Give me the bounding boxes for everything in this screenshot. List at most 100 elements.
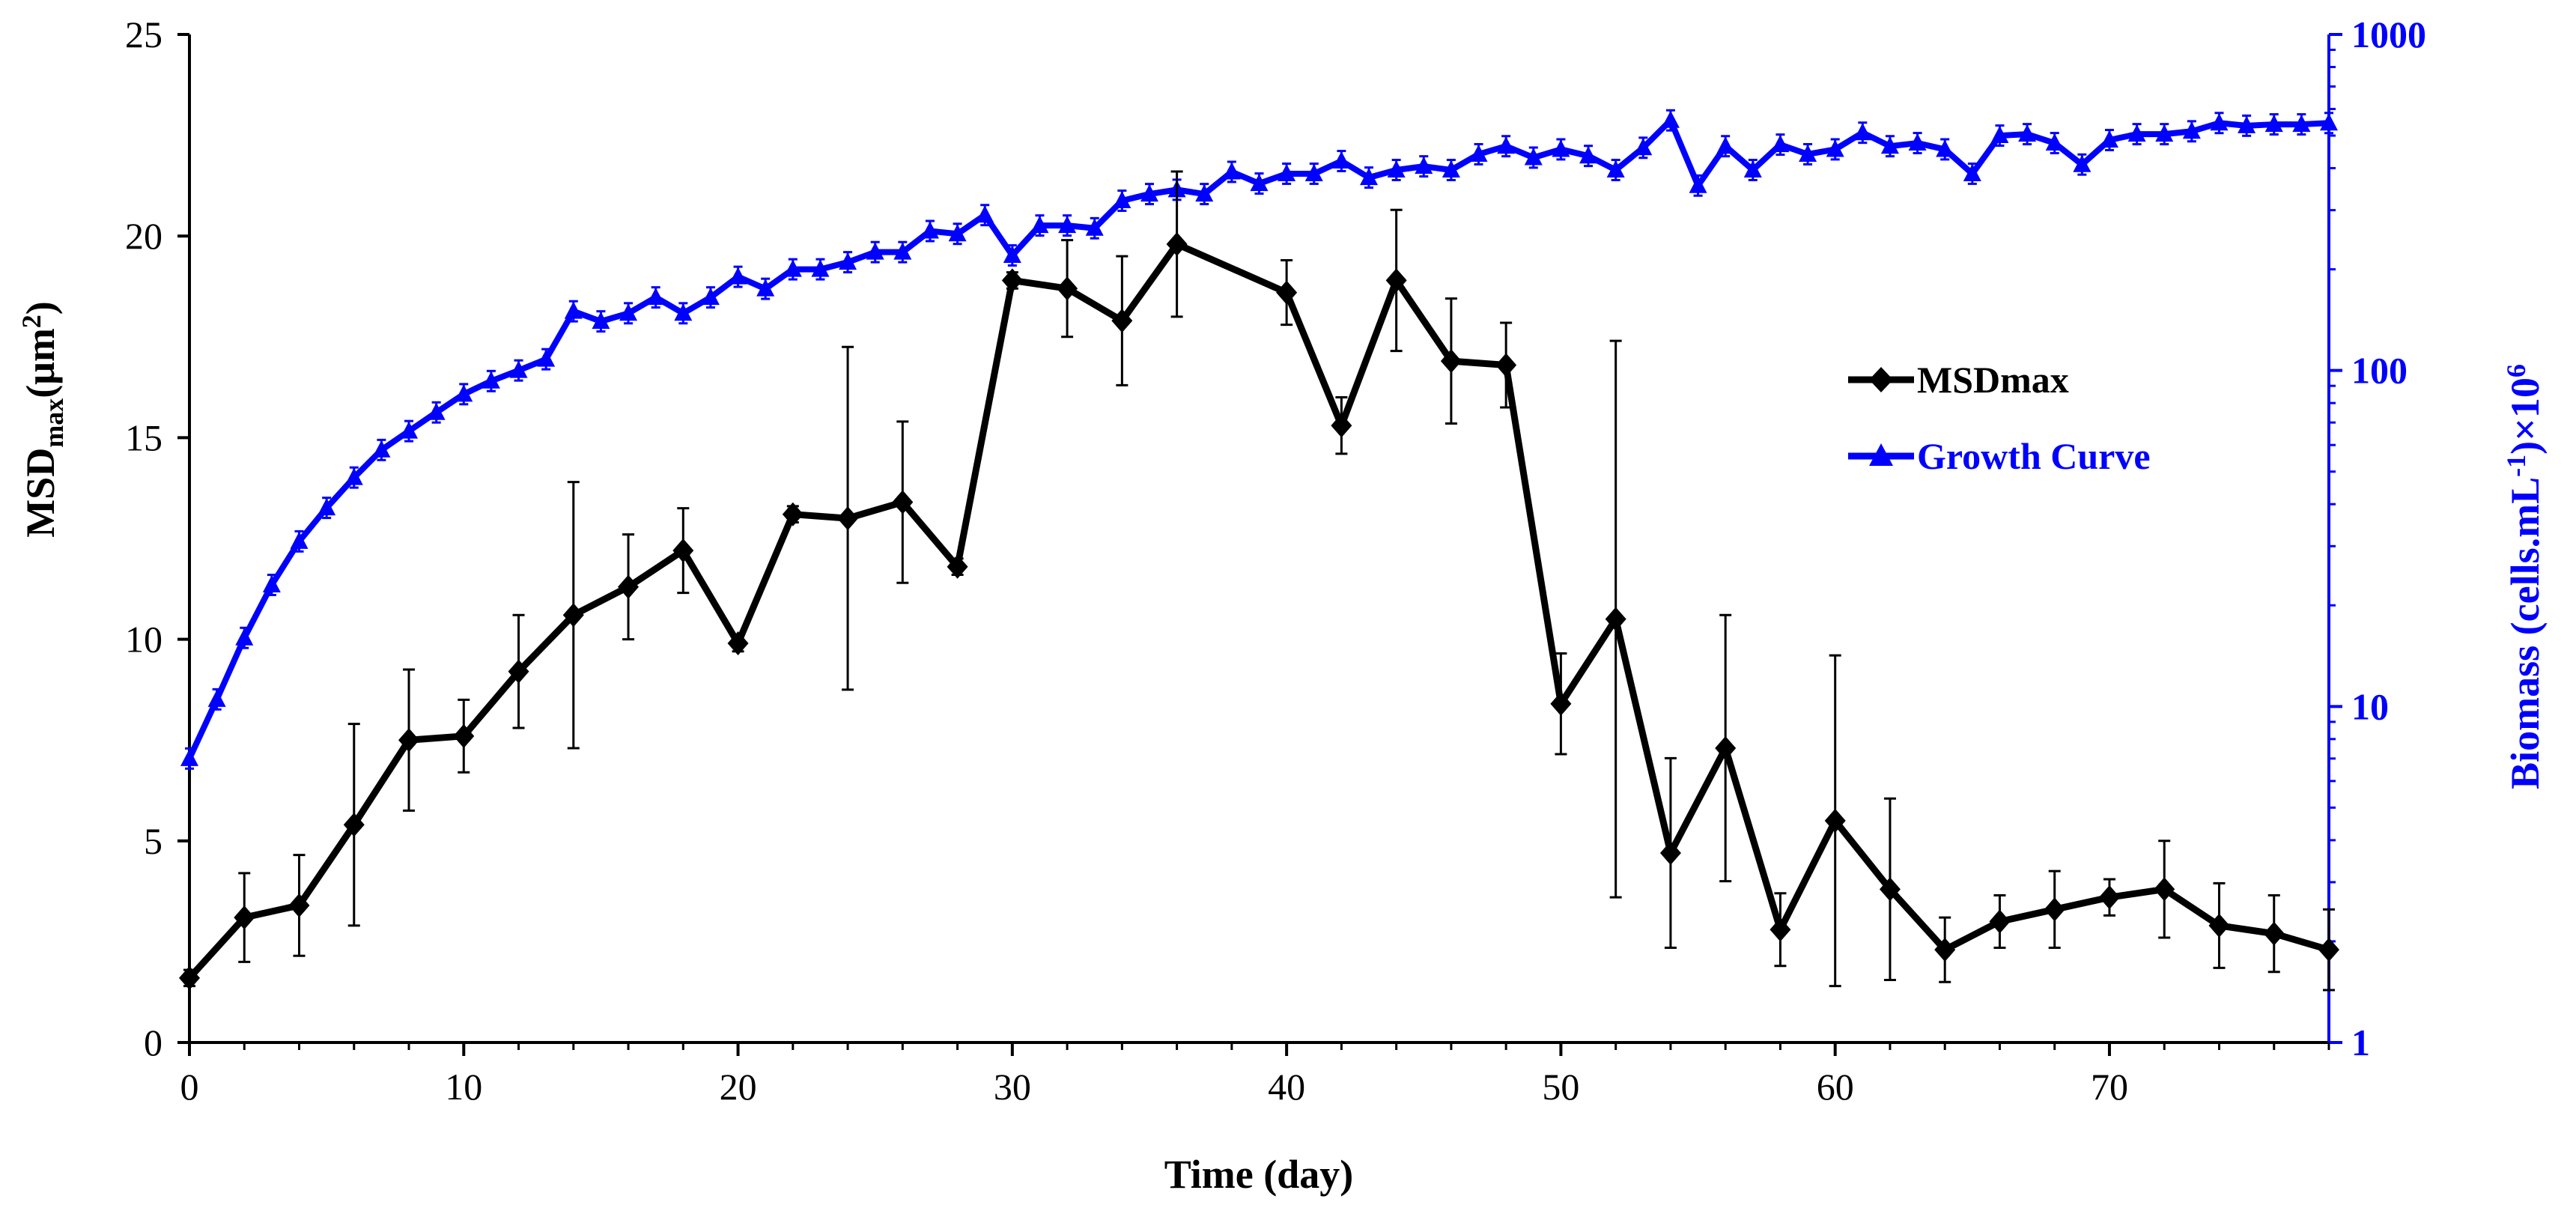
growth-point [482,371,500,389]
legend-growth-marker [1869,443,1893,466]
growth-point [976,205,994,223]
growth-point [811,259,830,277]
growth-point [509,360,528,378]
right-y-axis-title-mid: )×10 [2503,377,2548,455]
right-y-axis-title-sup2: 6 [2501,364,2531,377]
growth-point [427,402,446,420]
growth-point [2320,113,2338,131]
right-y-tick-label: 1000 [2351,13,2426,55]
series-group [179,109,2339,992]
left-y-tick-label: 20 [125,215,162,257]
growth-point [1963,163,1981,181]
growth-point [1826,139,1844,157]
msd-point [288,893,310,917]
growth-point [646,288,665,306]
growth-point [290,531,309,549]
growth-point [1030,216,1049,234]
left-y-axis-title-unit-sup: 2 [16,315,46,328]
growth-point [1387,160,1406,177]
growth-point [2238,115,2256,133]
growth-point [1278,163,1296,181]
growth-point [1304,163,1323,181]
msd-point [1550,691,1572,716]
msd-point [1001,268,1023,293]
growth-point [1908,133,1927,151]
msd-point [2263,921,2285,946]
x-tick-label: 20 [720,1066,757,1108]
msd-point [1111,309,1133,333]
growth-point [1990,126,2009,144]
msd-point [562,603,584,628]
growth-point [344,467,363,485]
growth-point [1003,246,1021,264]
growth-point [592,312,610,330]
axes-group [188,34,2330,1044]
msd-point [1495,353,1517,377]
x-tick-label: 0 [180,1066,199,1108]
msd-point [1659,840,1681,865]
growth-point [2018,124,2037,142]
growth-point [2292,115,2311,133]
growth-point [537,349,556,367]
right-y-axis-title-main: Biomass (cells.mL [2503,477,2548,789]
growth-point [2155,124,2174,142]
msd-point [1989,909,2011,934]
msd-line [186,240,2330,980]
left-y-axis-title-unit-close: ) [18,301,63,315]
msd-point [2154,877,2175,902]
left-y-axis-title-main: MSD [18,448,63,538]
growth-point [1853,123,1872,141]
x-tick-label: 30 [994,1066,1031,1108]
legend: MSDmax Growth Curve [1848,359,2151,477]
growth-point [2210,113,2229,131]
msd-point [1934,938,1956,962]
x-tick-label: 60 [1817,1066,1854,1108]
growth-point [1140,184,1158,202]
x-tick-label: 70 [2091,1066,2128,1108]
right-y-axis-title-sup1: -1 [2501,455,2531,477]
growth-point [1332,151,1351,169]
right-y-axis-title: Biomass (cells.mL-1)×106 [2501,364,2548,789]
growth-point [1936,139,1954,157]
growth-point [1579,146,1598,164]
left-y-tick-label: 10 [125,619,162,661]
msd-point [1385,268,1407,293]
left-y-axis-title: MSDmax(μm2) [16,301,69,538]
growth-point [1552,139,1570,157]
msd-point [1276,280,1298,305]
msd-point [2208,913,2230,938]
msd-point [1824,808,1846,833]
growth-point [2073,154,2092,172]
legend-msd-label: MSDmax [1917,359,2069,401]
msd-point [453,723,475,748]
x-tick-label: 50 [1542,1066,1579,1108]
growth-point [1195,184,1214,202]
msd-point [1879,877,1901,902]
left-y-tick-label: 0 [144,1022,162,1063]
growth-point [235,628,254,646]
growth-point [1743,160,1762,177]
msd-point [672,538,694,563]
growth-point [207,689,226,707]
msd-point [1770,917,1791,942]
growth-point [372,440,391,458]
right-y-tick-label: 1 [2351,1022,2370,1063]
growth-point [1442,160,1460,177]
growth-point [729,267,747,285]
growth-point [1415,157,1433,174]
growth-point [1524,148,1543,166]
growth-point [1222,162,1241,180]
growth-point [2127,124,2146,142]
msd-point [2318,938,2339,962]
msd-point [837,506,859,531]
growth-point [1058,216,1077,234]
growth-point [2100,130,2118,148]
growth-point [2182,121,2201,139]
growth-point [839,252,857,270]
growth-point [1880,136,1899,154]
growth-point [318,498,336,516]
growth-point [2045,133,2064,151]
msd-point [2098,885,2120,910]
msd-point [1166,231,1188,256]
msd-point [1440,349,1462,374]
